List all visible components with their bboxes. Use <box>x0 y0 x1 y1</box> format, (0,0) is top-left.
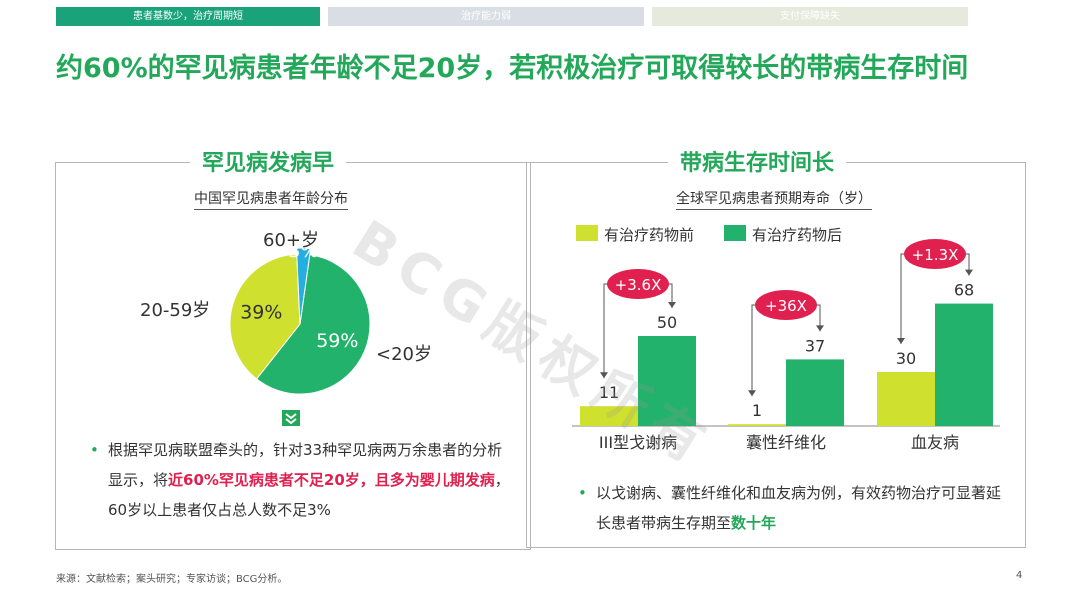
left-panel-heading: 罕见病发病早 <box>190 145 347 177</box>
page-title: 约60%的罕见病患者年龄不足20岁，若积极治疗可取得较长的带病生存时间 <box>56 53 969 84</box>
pie-label-60-plus: 60+岁 <box>263 230 319 251</box>
page-number: 4 <box>1016 570 1023 581</box>
legend-label-after: 有治疗药物后 <box>752 226 843 244</box>
left-bullet-part2: ，60岁以上患者仅占总人数不足3% <box>108 471 510 519</box>
source-footnote: 来源：文献检索；案头研究；专家访谈；BCG分析。 <box>56 574 288 585</box>
legend-swatch-before <box>576 225 598 241</box>
right-panel-heading: 带病生存时间长 <box>668 145 847 177</box>
bar-chart-title: 全球罕见病患者预期寿命（岁） <box>676 188 872 210</box>
tab-patient-base[interactable]: 患者基数少，治疗周期短 <box>56 7 320 26</box>
chevron-down-icon <box>282 410 300 426</box>
tab-payment-coverage[interactable]: 支付保障缺失 <box>652 7 968 26</box>
pie-chart-title: 中国罕见病患者年龄分布 <box>194 188 348 210</box>
right-bullet-highlight: 数十年 <box>731 514 777 532</box>
bullet-dot-icon: • <box>90 441 99 459</box>
right-bullet-text: • 以戈谢病、囊性纤维化和血友病为例，有效药物治疗可显著延长患者带病生存期至数十年 <box>578 478 1008 538</box>
tab-treatment-capability[interactable]: 治疗能力弱 <box>328 7 644 26</box>
pie-label-under-20: <20岁 <box>376 344 432 365</box>
left-bullet-highlight: 近60%罕见病患者不足20岁，且多为婴儿期发病 <box>168 471 495 489</box>
left-bullet-text: • 根据罕见病联盟牵头的，针对33种罕见病两万余患者的分析显示，将近60%罕见病患… <box>90 435 510 525</box>
legend-label-before: 有治疗药物前 <box>604 226 695 244</box>
pie-label-20-59: 20-59岁 <box>140 300 211 321</box>
bullet-dot-icon: • <box>578 484 587 502</box>
legend-swatch-after <box>724 225 746 241</box>
left-bullet-part1: 根据罕见病联盟牵头的，针对33种罕见病两万余患者的分析显示，将 <box>108 441 503 489</box>
right-bullet-part1: 以戈谢病、囊性纤维化和血友病为例，有效药物治疗可显著延长患者带病生存期至 <box>596 484 1002 532</box>
